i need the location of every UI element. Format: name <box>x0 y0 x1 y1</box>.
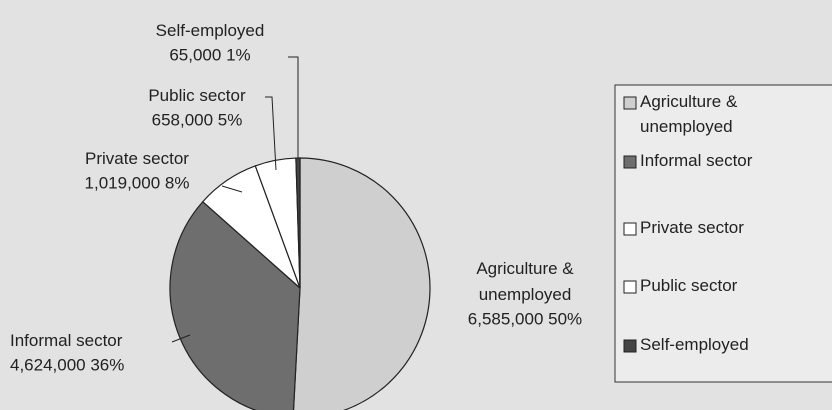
pie-slice <box>295 157 301 289</box>
legend-label: Informal sector <box>640 151 753 170</box>
slice-label: Agriculture & unemployed <box>476 259 574 304</box>
pie-slice <box>292 157 431 410</box>
slice-value-label: 658,000 5% <box>152 110 243 129</box>
leader-line <box>171 334 191 343</box>
legend-label: Private sector <box>640 218 744 237</box>
slice-value-label: 1,019,000 8% <box>85 173 190 192</box>
legend-box <box>614 84 832 383</box>
legend-swatch <box>623 96 637 110</box>
leader-line <box>265 96 277 171</box>
slice-value-label: 6,585,000 50% <box>468 309 582 328</box>
slice-label: Self-employed <box>156 21 265 40</box>
slice-label: Public sector <box>148 86 246 105</box>
legend-label: Self-employed <box>640 335 749 354</box>
slice-value-label: 4,624,000 36% <box>10 355 124 374</box>
legend-swatch <box>623 280 637 294</box>
slice-value-label: 65,000 1% <box>169 45 250 64</box>
leader-line <box>288 56 299 158</box>
slice-label: Private sector <box>85 149 189 168</box>
slice-label: Informal sector <box>10 331 123 350</box>
legend-swatch <box>623 339 637 353</box>
pie-slice <box>169 200 301 410</box>
leader-line <box>221 185 243 193</box>
legend-label: Agriculture & unemployed <box>640 92 738 136</box>
legend-label: Public sector <box>640 276 738 295</box>
legend-swatch <box>623 155 637 169</box>
legend-swatch <box>623 222 637 236</box>
